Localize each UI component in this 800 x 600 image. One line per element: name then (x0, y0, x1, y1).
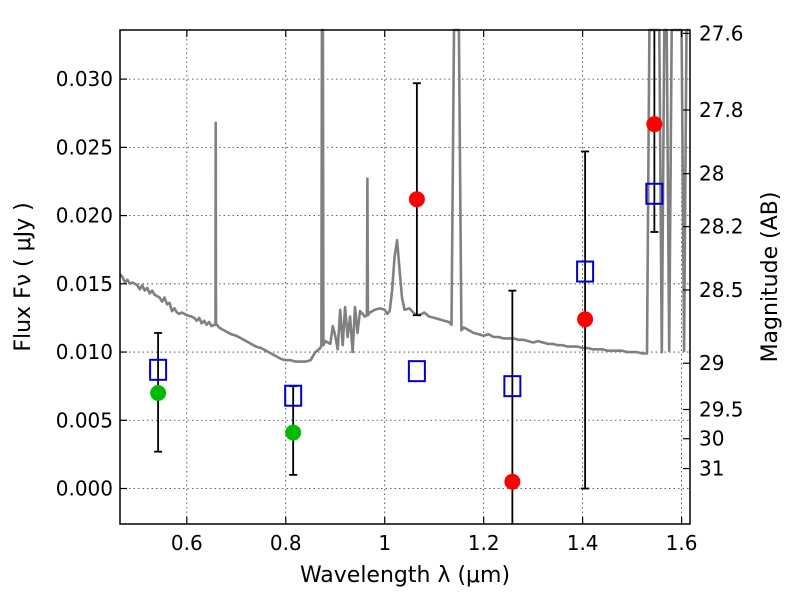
flux-point-marker (646, 116, 663, 133)
data-markers (149, 116, 664, 490)
right-tick-label: 29.5 (699, 398, 744, 422)
x-tick-label: 1 (378, 531, 391, 555)
right-tick-label: 28.2 (699, 215, 744, 239)
model-square-marker (645, 182, 664, 205)
model-square-marker (149, 358, 168, 381)
x-tick-label: 0.6 (171, 531, 203, 555)
model-square-marker (503, 375, 522, 398)
flux-point-marker (285, 424, 302, 441)
y-tick-label: 0.030 (56, 67, 113, 91)
flux-point-marker (577, 311, 594, 328)
x-axis-label: Wavelength λ (μm) (300, 563, 510, 588)
spectrum-line (119, 28, 690, 363)
flux-point-marker (504, 473, 521, 490)
x-tick-label: 1.2 (468, 531, 500, 555)
y-tick-label: 0.010 (56, 340, 113, 364)
model-square-marker (284, 384, 303, 407)
right-tick-label: 27.8 (699, 98, 744, 122)
model-square-marker (576, 260, 595, 283)
right-axis-label: Magnitude (AB) (758, 192, 783, 363)
right-tick-label: 28.5 (699, 278, 744, 302)
x-tick-label: 0.8 (270, 531, 302, 555)
x-tick-label: 1.6 (666, 531, 698, 555)
y-tick-label: 0.025 (56, 135, 113, 159)
template-spectrum (119, 28, 690, 363)
right-tick-label: 30 (699, 427, 724, 451)
right-tick-label: 28 (699, 162, 724, 186)
x-axis-ticks: 0.6 0.8 1 1.2 1.4 1.6 (171, 30, 698, 555)
flux-point-marker (150, 384, 167, 401)
y-tick-label: 0.005 (56, 408, 113, 432)
right-tick-label: 29 (699, 351, 724, 375)
plot-frame (119, 29, 691, 525)
y-tick-label: 0.020 (56, 204, 113, 228)
model-square-marker (407, 360, 426, 383)
y-tick-label: 0.000 (56, 477, 113, 501)
right-tick-label: 27.6 (699, 21, 744, 45)
y-tick-label: 0.015 (56, 272, 113, 296)
right-axis-ticks: 27.6 27.8 28 28.2 28.5 29 29.5 30 31 (683, 21, 744, 481)
flux-point-marker (408, 191, 425, 208)
x-tick-label: 1.4 (567, 531, 599, 555)
y-axis-ticks: 0.000 0.005 0.010 0.015 0.020 0.025 0.030 (56, 67, 127, 501)
grid (120, 30, 690, 524)
right-tick-label: 31 (699, 457, 724, 481)
y-axis-label: Flux Fν ( μJy ) (11, 202, 36, 351)
